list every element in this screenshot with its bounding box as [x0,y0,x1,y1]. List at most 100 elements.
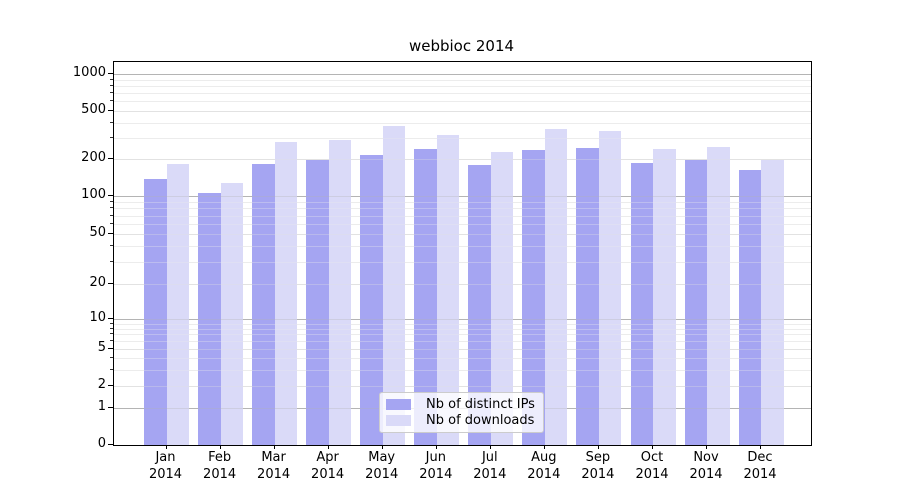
grid-line-30 [114,261,811,263]
x-tick-nov [706,445,707,449]
grid-line-70 [114,215,811,217]
grid-line-300 [114,137,811,139]
y-axis-tick-label-0: 0 [97,436,106,451]
y-minor-tick-60 [110,223,113,224]
legend-label-distinct-ips: Nb of distinct IPs [426,397,535,412]
y-axis-tick-label-10: 10 [89,310,106,325]
grid-line-50 [114,234,811,235]
y-minor-tick-700 [110,92,113,93]
bar-distinct-ips-may [360,155,383,445]
grid-line-100 [114,196,811,197]
grid-line-40 [114,246,811,248]
grid-line-1000 [114,74,811,75]
legend-item-downloads: Nb of downloads [386,413,535,428]
grid-line-200 [114,159,811,160]
bar-distinct-ips-jan [144,178,167,445]
grid-line-9 [114,323,811,325]
y-tick-1000 [108,73,113,74]
y-minor-tick-300 [110,136,113,138]
y-minor-tick-90 [110,200,113,202]
x-tick-oct [652,445,653,449]
y-tick-10 [108,318,113,319]
grid-line-7 [114,334,811,336]
y-minor-tick-9 [110,322,113,324]
grid-line-500 [114,111,811,112]
grid-line-2 [114,386,811,387]
y-axis-tick-label-500: 500 [81,102,106,117]
grid-line-9 [114,323,811,325]
y-tick-5 [108,348,113,349]
bar-distinct-ips-nov [684,160,707,445]
legend-swatch-distinct-ips [386,399,411,410]
grid-line-80 [114,208,811,210]
grid-line-800 [114,85,811,87]
grid-line-200 [114,159,811,160]
y-tick-2 [108,385,113,386]
bar-downloads-may [382,126,406,445]
grid-line-1000 [114,74,811,75]
legend-swatch-downloads [386,415,411,426]
y-tick-50 [108,233,113,234]
grid-line-50 [114,234,811,235]
grid-line-60 [114,224,811,225]
y-axis-tick-label-1000: 1000 [72,65,106,80]
bar-downloads-dec [761,159,784,445]
x-axis-tick-label-feb: Feb 2014 [203,450,237,482]
grid-line-900 [114,79,811,81]
x-tick-dec [760,445,761,449]
y-minor-tick-3 [110,368,113,370]
grid-line-4 [114,358,811,359]
y-axis-tick-label-2: 2 [97,377,106,392]
grid-line-6 [114,341,811,343]
grid-line-600 [114,101,811,103]
bar-downloads-oct [653,149,676,445]
grid-line-3 [114,369,811,371]
grid-line-5 [114,349,811,350]
x-axis-tick-label-oct: Oct 2014 [635,450,669,482]
x-axis-tick-label-jun: Jun 2014 [419,450,453,482]
y-tick-100 [108,195,113,196]
grid-line-90 [114,201,811,203]
x-tick-mar [273,445,275,449]
bar-downloads-mar [274,142,298,445]
gridline-overlay-layer [114,62,811,445]
y-minor-tick-900 [110,78,113,80]
chart-title: webbioc 2014 [408,37,515,55]
bar-downloads-sep [598,131,622,445]
y-axis-tick-label-20: 20 [89,275,106,290]
grid-line-20 [114,284,811,285]
y-tick-0 [108,444,113,445]
grid-line-100 [114,196,811,197]
gridline-layer [114,62,811,445]
y-axis-tick-label-1: 1 [97,399,106,414]
y-minor-tick-80 [110,207,113,209]
bar-downloads-jul [490,152,514,445]
grid-line-30 [114,261,811,263]
grid-line-700 [114,93,811,94]
legend-item-distinct-ips: Nb of distinct IPs [386,397,535,412]
grid-line-700 [114,93,811,94]
grid-line-70 [114,215,811,217]
grid-line-8 [114,328,811,330]
x-tick-may [381,445,383,449]
grid-line-4 [114,358,811,359]
grid-line-80 [114,208,811,210]
grid-line-40 [114,246,811,248]
bar-distinct-ips-jul [468,164,491,445]
x-axis-tick-label-sep: Sep 2014 [581,450,615,482]
bar-distinct-ips-mar [252,164,275,445]
x-axis-tick-label-nov: Nov 2014 [689,450,723,482]
grid-line-6 [114,341,811,343]
grid-line-10 [114,319,811,320]
bar-downloads-jun [436,135,460,445]
y-minor-tick-70 [110,214,113,216]
y-tick-20 [108,283,113,284]
grid-line-800 [114,85,811,87]
x-tick-feb [219,445,221,449]
grid-line-8 [114,328,811,330]
x-axis-tick-label-mar: Mar 2014 [257,450,291,482]
bar-layer [114,62,811,445]
grid-line-60 [114,224,811,225]
bar-distinct-ips-sep [576,148,599,445]
